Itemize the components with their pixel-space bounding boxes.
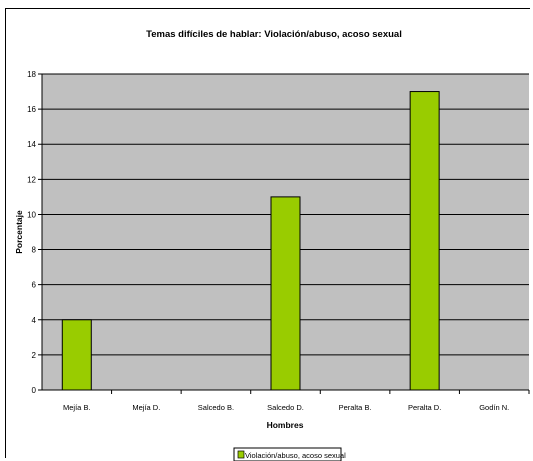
y-tick-label: 14 bbox=[27, 140, 36, 149]
x-tick-label: Mejía D. bbox=[132, 403, 160, 412]
x-tick-labels: Mejía B. Mejía D. Salcedo B. Salcedo D. Pera… bbox=[38, 389, 530, 412]
chart-frame bbox=[5, 8, 530, 458]
y-tick-label: 6 bbox=[32, 281, 37, 290]
chart-title: Temas difíciles de hablar: Violación/abu… bbox=[146, 29, 402, 40]
x-tick-label: Peralta D. bbox=[408, 403, 441, 412]
y-tick-label: 12 bbox=[27, 175, 36, 184]
x-tick-label: Godín N. bbox=[479, 403, 509, 412]
y-tick-label: 18 bbox=[27, 70, 36, 79]
legend-label: Violación/abuso, acoso sexual bbox=[245, 451, 346, 460]
x-tick-label: Mejía B. bbox=[63, 403, 91, 412]
x-tick-label: Salcedo B. bbox=[198, 403, 234, 412]
x-tick-label: Salcedo D. bbox=[267, 403, 304, 412]
y-tick-label: 16 bbox=[27, 105, 36, 114]
x-axis-label: Hombres bbox=[267, 420, 304, 430]
bar-mej-a-b bbox=[61, 319, 92, 391]
y-tick-label: 10 bbox=[27, 210, 36, 219]
legend: Violación/abuso, acoso sexual bbox=[233, 447, 346, 461]
bar-peralta-d bbox=[409, 91, 440, 391]
y-tick-labels: 0 2 4 6 8 10 12 14 16 18 bbox=[27, 70, 36, 395]
legend-swatch bbox=[237, 450, 245, 459]
x-tick-label: Peralta B. bbox=[339, 403, 372, 412]
y-tick-label: 8 bbox=[32, 246, 37, 255]
legend-box bbox=[233, 447, 342, 461]
bars bbox=[61, 91, 440, 391]
y-tick-label: 4 bbox=[32, 316, 37, 325]
y-tick-label: 0 bbox=[32, 386, 37, 395]
bar-salcedo-d bbox=[270, 196, 301, 391]
y-axis-label: Porcentaje bbox=[14, 210, 24, 254]
y-tick-label: 2 bbox=[32, 351, 37, 360]
